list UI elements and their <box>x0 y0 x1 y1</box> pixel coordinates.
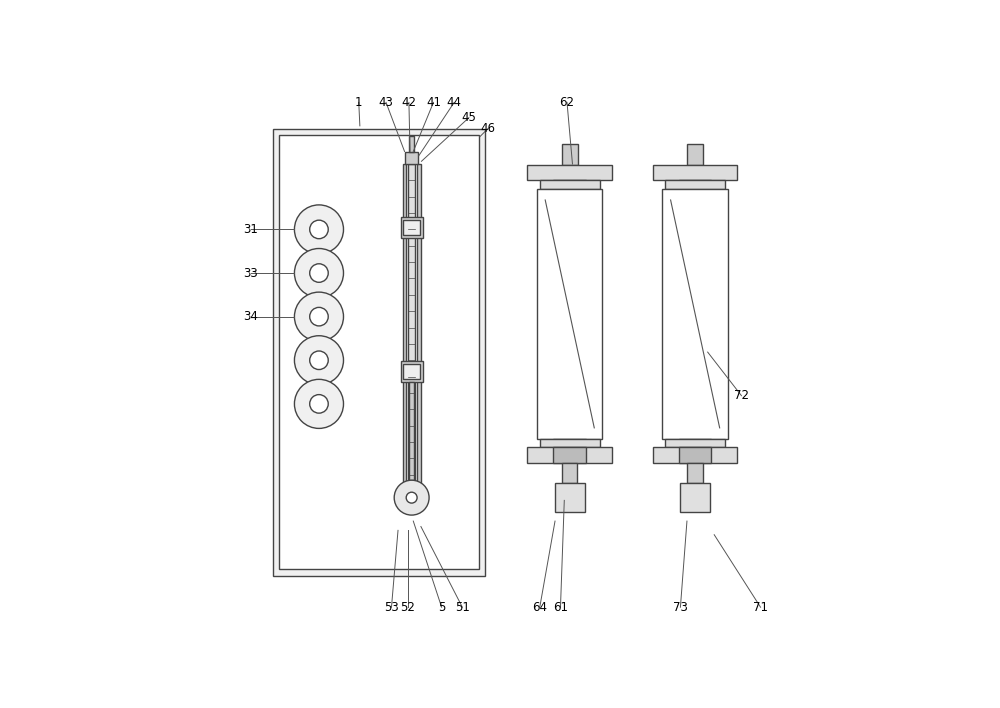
Text: 33: 33 <box>243 266 258 280</box>
Circle shape <box>294 336 344 385</box>
Text: 51: 51 <box>455 600 470 614</box>
Bar <box>279 135 479 569</box>
Text: 31: 31 <box>243 223 258 236</box>
Bar <box>409 136 414 152</box>
Text: 43: 43 <box>379 96 393 109</box>
Bar <box>665 439 725 447</box>
Circle shape <box>310 264 328 282</box>
Bar <box>679 447 711 463</box>
Bar <box>653 447 737 463</box>
Bar <box>687 144 703 165</box>
Text: 53: 53 <box>384 600 399 614</box>
Text: 52: 52 <box>400 600 415 614</box>
Bar <box>562 463 577 484</box>
Bar <box>562 144 578 165</box>
Text: 5: 5 <box>438 600 445 614</box>
Text: 1: 1 <box>355 96 363 109</box>
Circle shape <box>310 394 328 413</box>
Bar <box>680 484 710 512</box>
Circle shape <box>294 292 344 341</box>
Bar <box>273 129 485 576</box>
Bar <box>553 439 586 447</box>
Bar <box>408 164 415 491</box>
Bar <box>662 189 728 439</box>
Bar <box>679 439 711 447</box>
Bar <box>409 382 414 480</box>
Bar <box>553 181 586 189</box>
Circle shape <box>310 220 328 239</box>
Circle shape <box>310 351 328 370</box>
Bar <box>653 165 737 181</box>
Circle shape <box>310 307 328 326</box>
Bar <box>687 463 703 484</box>
Text: 64: 64 <box>532 600 547 614</box>
Bar <box>537 189 602 439</box>
Bar <box>553 447 586 463</box>
Bar <box>540 439 600 447</box>
Text: 61: 61 <box>553 600 568 614</box>
Circle shape <box>406 492 417 503</box>
Bar <box>403 219 420 235</box>
Text: 71: 71 <box>753 600 768 614</box>
Bar <box>405 152 418 164</box>
Text: 34: 34 <box>243 310 258 323</box>
Bar <box>540 181 600 189</box>
Bar <box>417 164 421 491</box>
Bar <box>401 217 423 238</box>
Bar <box>665 181 725 189</box>
Circle shape <box>394 480 429 515</box>
Circle shape <box>294 379 344 428</box>
Text: 44: 44 <box>447 96 462 109</box>
Text: 72: 72 <box>734 389 749 402</box>
Text: 45: 45 <box>461 111 476 124</box>
Bar <box>555 484 585 512</box>
Text: 73: 73 <box>673 600 688 614</box>
Bar <box>401 361 423 382</box>
Bar <box>527 447 612 463</box>
Circle shape <box>294 249 344 297</box>
Bar <box>403 364 420 379</box>
Bar <box>403 164 406 491</box>
Text: 62: 62 <box>560 96 575 109</box>
Text: 42: 42 <box>401 96 416 109</box>
Bar <box>527 165 612 181</box>
Bar <box>679 181 711 189</box>
Circle shape <box>294 205 344 254</box>
Text: 46: 46 <box>480 122 495 135</box>
Text: 41: 41 <box>426 96 441 109</box>
